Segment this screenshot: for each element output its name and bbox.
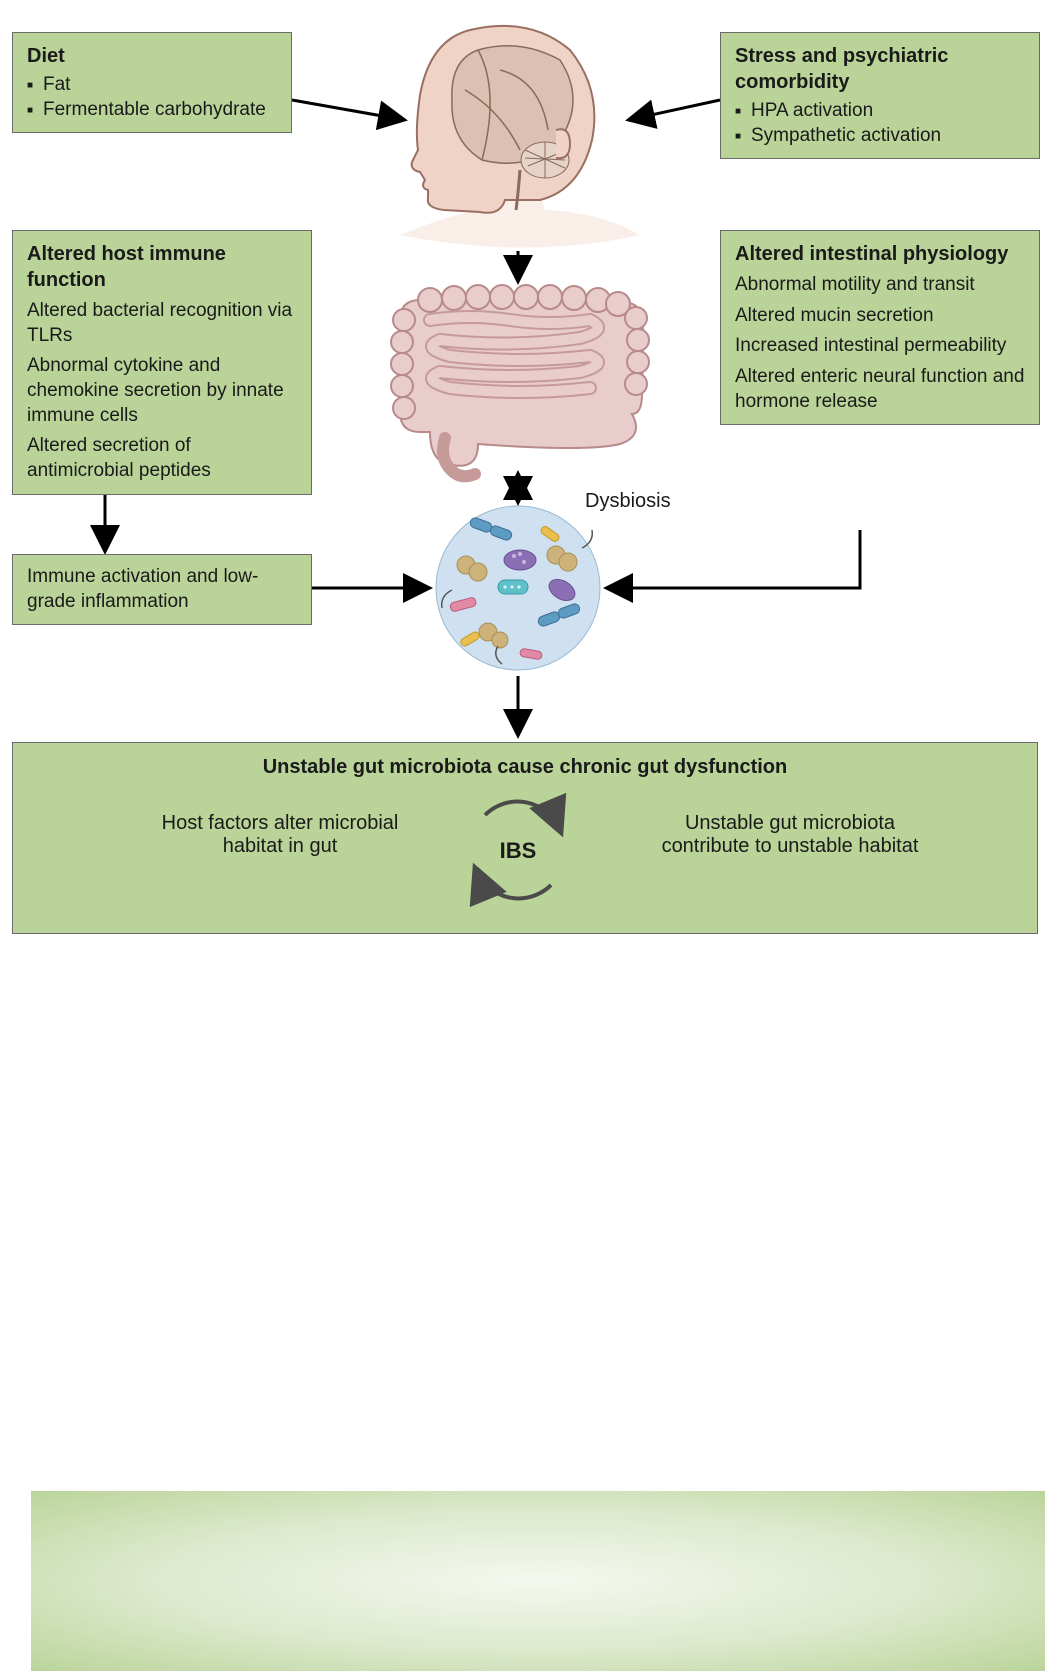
box-stress-title: Stress and psychiatric comorbidity: [735, 43, 1025, 95]
box-bottom-inner: [31, 1491, 1045, 1671]
box-diet-title: Diet: [27, 43, 277, 69]
microbes-illustration: [436, 506, 600, 670]
bottom-left-text: Host factors alter microbial habitat in …: [150, 812, 410, 858]
box-diet: Diet Fat Fermentable carbohydrate: [12, 32, 292, 133]
box-intestinal-title: Altered intestinal physiology: [735, 241, 1025, 267]
immune-para: Altered secretion of antimicrobial pepti…: [27, 434, 297, 483]
bottom-right-text: Unstable gut microbiota contribute to un…: [640, 812, 940, 858]
arrow-stress-to-head: [628, 100, 720, 120]
gut-illustration: [391, 285, 649, 476]
diet-bullet: Fermentable carbohydrate: [27, 98, 277, 123]
box-inflammation: Immune activation and low-grade inflamma…: [12, 554, 312, 625]
diet-bullet: Fat: [27, 73, 277, 98]
arrow-diet-to-head: [292, 100, 405, 120]
inflammation-text: Immune activation and low-grade inflamma…: [27, 566, 258, 612]
immune-para: Abnormal cytokine and chemokine secretio…: [27, 354, 297, 428]
box-intestinal: Altered intestinal physiology Abnormal m…: [720, 230, 1040, 425]
box-immune: Altered host immune function Altered bac…: [12, 230, 312, 495]
immune-para: Altered bacterial recognition via TLRs: [27, 299, 297, 348]
dysbiosis-label: Dysbiosis: [585, 490, 671, 513]
box-immune-title: Altered host immune function: [27, 241, 297, 293]
box-stress: Stress and psychiatric comorbidity HPA a…: [720, 32, 1040, 159]
arrow-intestinal-to-microbes: [606, 530, 860, 588]
stress-bullet: Sympathetic activation: [735, 124, 1025, 149]
intestinal-para: Abnormal motility and transit: [735, 273, 1025, 298]
stress-bullet: HPA activation: [735, 99, 1025, 124]
bottom-title: Unstable gut microbiota cause chronic gu…: [12, 756, 1038, 779]
bottom-center-label: IBS: [498, 838, 538, 864]
intestinal-para: Altered mucin secretion: [735, 304, 1025, 329]
intestinal-para: Increased intestinal permeability: [735, 334, 1025, 359]
head-illustration: [400, 26, 640, 248]
intestinal-para: Altered enteric neural function and horm…: [735, 365, 1025, 414]
